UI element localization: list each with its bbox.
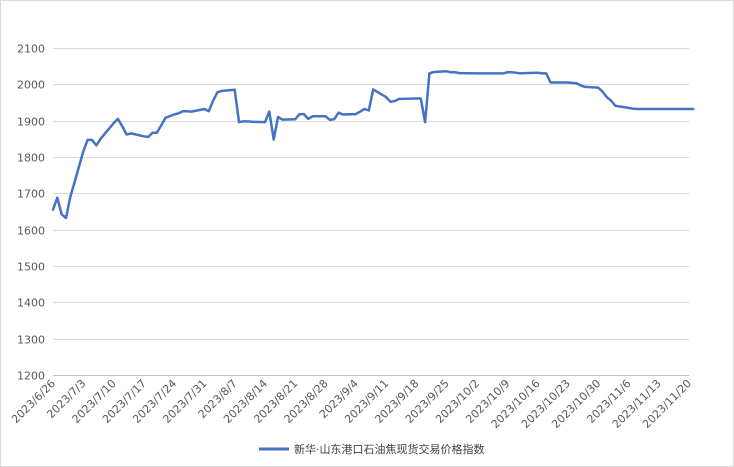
y-tick-label: 1200: [17, 370, 45, 383]
y-tick-label: 2100: [17, 43, 45, 56]
y-tick-label: 1700: [17, 188, 45, 201]
series-layer: [51, 70, 695, 220]
series-line: [51, 70, 695, 220]
y-axis-ticks: 1200 1300 1400 1500 1600 1700 1800 1900 2000 2100: [17, 43, 45, 383]
legend: 新华·山东港口石油焦现货交易价格指数: [259, 442, 485, 456]
y-tick-label: 1300: [17, 334, 45, 347]
y-tick-label: 1400: [17, 297, 45, 310]
gridlines: [53, 48, 689, 376]
legend-label: 新华·山东港口石油焦现货交易价格指数: [294, 442, 485, 456]
y-tick-label: 1500: [17, 261, 45, 274]
y-tick-label: 2000: [17, 79, 45, 92]
y-tick-label: 1800: [17, 152, 45, 165]
y-tick-label: 1600: [17, 225, 45, 238]
y-tick-label: 1900: [17, 116, 45, 129]
